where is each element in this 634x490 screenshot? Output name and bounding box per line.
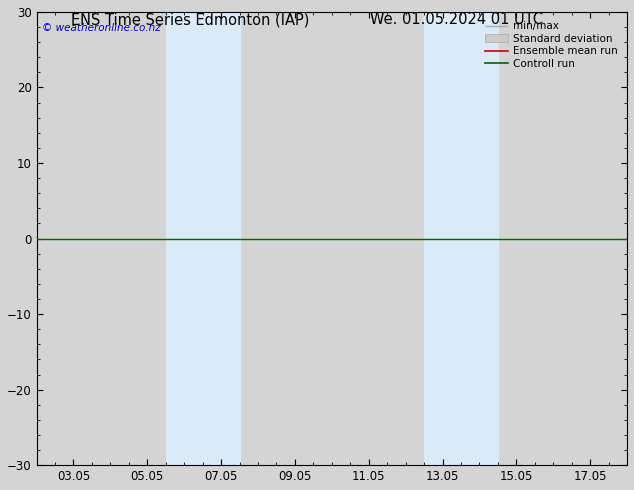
Text: © weatheronline.co.nz: © weatheronline.co.nz xyxy=(42,24,161,33)
Text: We. 01.05.2024 01 UTC: We. 01.05.2024 01 UTC xyxy=(370,12,543,27)
Bar xyxy=(165,12,240,465)
Legend: min/max, Standard deviation, Ensemble mean run, Controll run: min/max, Standard deviation, Ensemble me… xyxy=(482,18,621,72)
Bar xyxy=(424,12,498,465)
Text: ENS Time Series Edmonton (IAP): ENS Time Series Edmonton (IAP) xyxy=(71,12,309,27)
